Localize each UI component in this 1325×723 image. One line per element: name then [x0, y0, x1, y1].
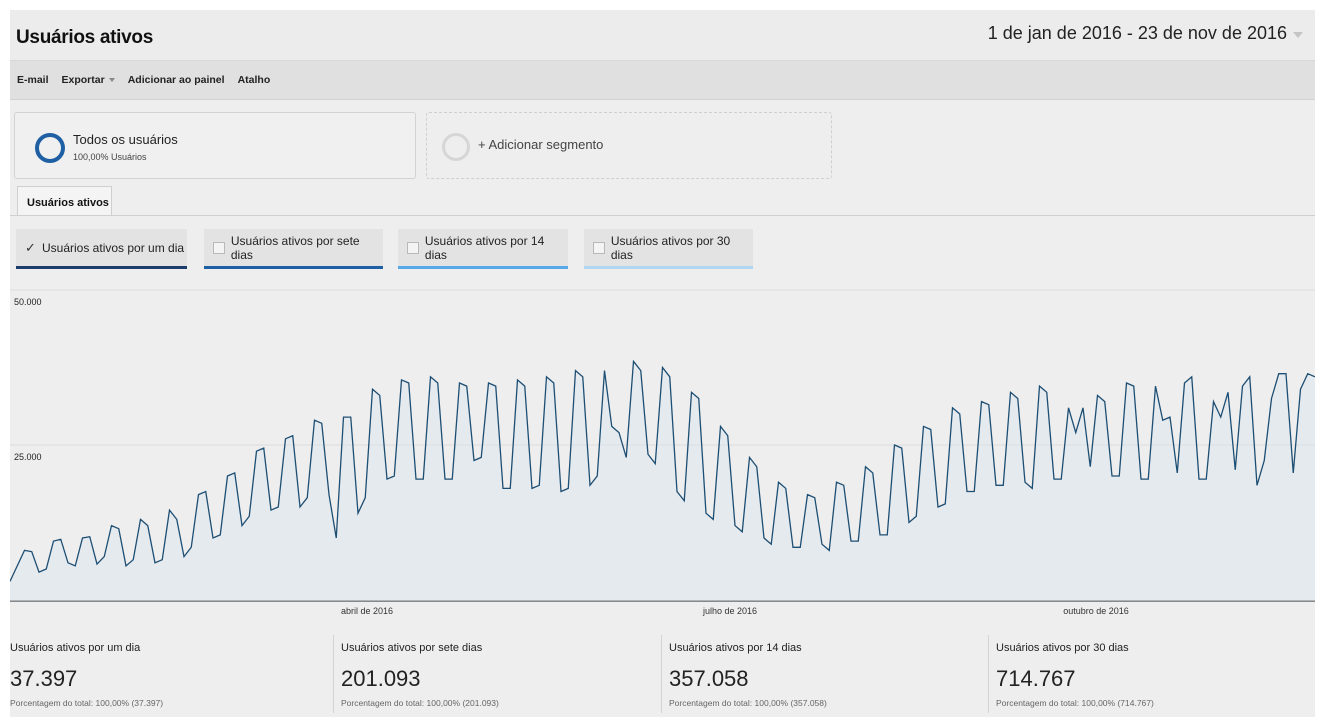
- summary-divider: [988, 635, 989, 713]
- segment-all-users[interactable]: Todos os usuários 100,00% Usuários: [14, 112, 416, 179]
- checkbox-icon: [213, 241, 225, 254]
- tab-active-users[interactable]: Usuários ativos: [17, 186, 112, 215]
- segment-ring-icon: [35, 133, 65, 163]
- metric-toggle-label: Usuários ativos por 14 dias: [424, 233, 545, 262]
- chevron-down-icon: [108, 78, 115, 82]
- checkbox-icon: [593, 241, 605, 254]
- series-line-1-day: [9, 359, 1316, 582]
- summary-title: Usuários ativos por sete dias: [341, 642, 483, 654]
- x-tick-label: outubro de 2016: [1063, 606, 1129, 616]
- add-segment-button[interactable]: + Adicionar segmento: [426, 112, 832, 179]
- summary-percentage: Porcentagem do total: 100,00% (357.058): [669, 698, 827, 708]
- checkbox-icon: [407, 241, 419, 254]
- summary-title: Usuários ativos por um dia: [10, 642, 141, 654]
- metric-toggle-label: Usuários ativos por 30 dias: [610, 233, 731, 262]
- metric-toggle-label: Usuários ativos por sete dias: [230, 233, 360, 262]
- chevron-down-icon: [1293, 31, 1303, 38]
- series-area: [10, 361, 1315, 601]
- report-toolbar: E-mail Exportar Adicionar ao painel Atal…: [10, 61, 1315, 100]
- x-tick-label: abril de 2016: [340, 606, 394, 616]
- checkmark-icon: ✓: [25, 239, 36, 255]
- segment-percentage: 100,00% Usuários: [73, 152, 147, 162]
- page-title: Usuários ativos: [16, 27, 153, 48]
- summary-value: 357.058: [669, 666, 749, 691]
- shortcut-button[interactable]: Atalho: [237, 74, 271, 86]
- summary-value: 201.093: [341, 666, 421, 691]
- y-tick-label: 50.000: [14, 297, 42, 307]
- summary-percentage: Porcentagem do total: 100,00% (201.093): [341, 698, 499, 708]
- export-menu-button[interactable]: Exportar: [62, 74, 115, 86]
- metrics-summary: Usuários ativos por um dia 37.397 Porcen…: [10, 630, 1315, 717]
- summary-divider: [333, 635, 334, 713]
- summary-percentage: Porcentagem do total: 100,00% (37.397): [10, 698, 164, 708]
- metric-toggle-30-days[interactable]: Usuários ativos por 30 dias: [584, 229, 753, 269]
- add-to-dashboard-button[interactable]: Adicionar ao painel: [127, 74, 225, 86]
- tab-divider: [10, 215, 1315, 216]
- active-users-chart: 50.000 25.000 abril de 2016 julho de 201…: [9, 280, 1316, 620]
- summary-divider: [661, 635, 662, 713]
- metric-toggle-1-day[interactable]: ✓ Usuários ativos por um dia: [16, 229, 187, 269]
- date-range-label: 1 de jan de 2016 - 23 de nov de 2016: [987, 23, 1287, 43]
- summary-title: Usuários ativos por 14 dias: [669, 642, 802, 654]
- empty-segment-ring-icon: [442, 133, 470, 161]
- metric-toggle-14-days[interactable]: Usuários ativos por 14 dias: [398, 229, 568, 269]
- metric-toggle-7-days[interactable]: Usuários ativos por sete dias: [204, 229, 383, 269]
- date-range-selector[interactable]: 1 de jan de 2016 - 23 de nov de 2016: [988, 23, 1303, 44]
- summary-value: 37.397: [10, 666, 78, 691]
- email-button[interactable]: E-mail: [17, 74, 49, 86]
- x-tick-label: julho de 2016: [702, 606, 758, 616]
- summary-percentage: Porcentagem do total: 100,00% (714.767): [996, 698, 1154, 708]
- chart-svg: [9, 289, 1316, 602]
- export-label: Exportar: [61, 74, 105, 86]
- summary-value: 714.767: [996, 666, 1076, 691]
- metric-toggle-label: Usuários ativos por um dia: [42, 240, 185, 255]
- report-panel: Usuários ativos 1 de jan de 2016 - 23 de…: [9, 10, 1316, 717]
- segment-name: Todos os usuários: [73, 132, 178, 147]
- add-segment-label: + Adicionar segmento: [478, 137, 604, 152]
- y-tick-label: 25.000: [14, 452, 42, 462]
- report-header: Usuários ativos 1 de jan de 2016 - 23 de…: [10, 10, 1315, 61]
- summary-title: Usuários ativos por 30 dias: [996, 642, 1129, 654]
